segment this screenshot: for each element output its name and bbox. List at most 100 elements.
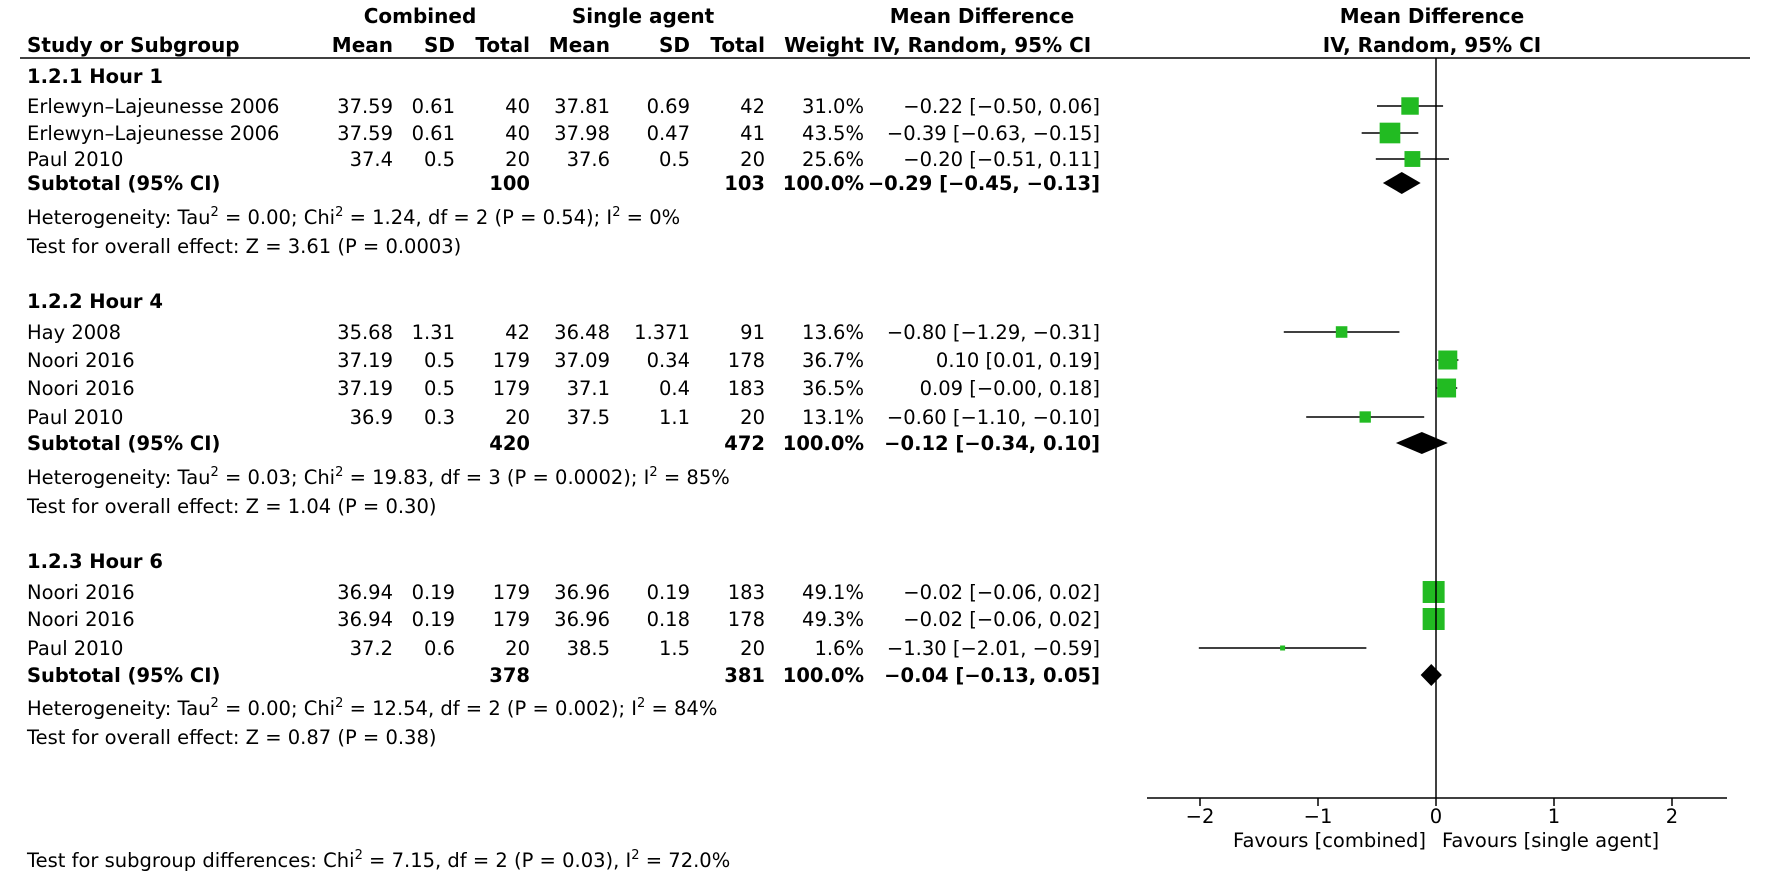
study-point-marker	[1422, 608, 1445, 630]
x-tick-label: 2	[1666, 805, 1678, 828]
header-weight: Weight	[784, 33, 864, 57]
mean-difference-ci: −0.02 [−0.06, 0.02]	[903, 581, 1100, 604]
combined-total: 179	[493, 349, 530, 372]
single-mean: 37.1	[567, 377, 610, 400]
plot-title: Mean Difference	[1340, 4, 1524, 28]
subtotal-weight: 100.0%	[783, 664, 864, 687]
combined-sd: 0.5	[424, 148, 455, 171]
study-name: Paul 2010	[27, 148, 123, 171]
single-mean: 36.96	[554, 581, 610, 604]
single-total: 20	[740, 637, 765, 660]
study-point-marker	[1335, 326, 1348, 338]
x-tick-label: −2	[1186, 805, 1215, 828]
mean-difference-ci: 0.09 [−0.00, 0.18]	[920, 377, 1100, 400]
single-sd: 1.5	[659, 637, 690, 660]
subtotal-combined-total: 378	[489, 664, 530, 687]
single-total: 41	[740, 122, 765, 145]
single-sd: 0.5	[659, 148, 690, 171]
combined-total: 179	[493, 377, 530, 400]
study-name: Noori 2016	[27, 377, 135, 400]
plot-subtitle: IV, Random, 95% CI	[1323, 33, 1541, 57]
subtotal-combined-total: 100	[489, 172, 530, 195]
subtotal-label: Subtotal (95% CI)	[27, 432, 220, 455]
study-name: Hay 2008	[27, 321, 121, 344]
single-mean: 37.5	[567, 406, 610, 429]
heterogeneity-text: Heterogeneity: Tau2 = 0.03; Chi2 = 19.83…	[27, 465, 730, 489]
favours-single-agent-label: Favours [single agent]	[1442, 829, 1659, 852]
combined-sd: 0.61	[412, 122, 455, 145]
header-single-total: Total	[710, 33, 765, 57]
study-point-marker	[1438, 350, 1458, 370]
header-combined-mean: Mean	[332, 33, 393, 57]
subtotal-diamond	[1420, 664, 1442, 686]
subtotal-label: Subtotal (95% CI)	[27, 664, 220, 687]
combined-sd: 0.19	[412, 608, 455, 631]
forest-plot: −2 −1 0 1 2 Favours [combined] Favours [single…	[1147, 58, 1727, 852]
subtotal-ci: −0.04 [−0.13, 0.05]	[884, 664, 1100, 687]
single-mean: 36.48	[554, 321, 610, 344]
combined-mean: 37.59	[337, 122, 393, 145]
overall-effect-text: Test for overall effect: Z = 0.87 (P = 0…	[26, 726, 436, 749]
favours-combined-label: Favours [combined]	[1233, 829, 1426, 852]
combined-sd: 0.61	[412, 95, 455, 118]
single-mean: 37.6	[567, 148, 610, 171]
heterogeneity-text: Heterogeneity: Tau2 = 0.00; Chi2 = 1.24,…	[27, 205, 680, 229]
combined-mean: 37.19	[337, 349, 393, 372]
subgroup-title: 1.2.2 Hour 4	[27, 290, 163, 313]
combined-total: 40	[505, 122, 530, 145]
single-total: 183	[728, 581, 765, 604]
combined-mean: 35.68	[337, 321, 393, 344]
study-name: Erlewyn–Lajeunesse 2006	[27, 122, 279, 145]
combined-sd: 0.19	[412, 581, 455, 604]
subtotal-combined-total: 420	[489, 432, 530, 455]
study-point-marker	[1422, 581, 1445, 603]
single-sd: 0.34	[647, 349, 690, 372]
weight-value: 31.0%	[802, 95, 864, 118]
study-point-marker	[1379, 122, 1401, 144]
subgroup-title: 1.2.1 Hour 1	[27, 65, 163, 88]
header-single-sd: SD	[659, 33, 690, 57]
mean-difference-ci: −0.39 [−0.63, −0.15]	[887, 122, 1100, 145]
subtotal-single-total: 472	[724, 432, 765, 455]
single-sd: 1.371	[634, 321, 690, 344]
single-sd: 0.19	[647, 581, 690, 604]
single-total: 42	[740, 95, 765, 118]
single-sd: 0.47	[647, 122, 690, 145]
subtotal-ci: −0.29 [−0.45, −0.13]	[868, 172, 1100, 195]
combined-total: 20	[505, 406, 530, 429]
single-mean: 37.81	[554, 95, 610, 118]
single-total: 91	[740, 321, 765, 344]
single-total: 178	[728, 349, 765, 372]
single-mean: 37.98	[554, 122, 610, 145]
subtotal-diamond	[1395, 432, 1448, 454]
study-name: Paul 2010	[27, 637, 123, 660]
combined-total: 40	[505, 95, 530, 118]
combined-total: 20	[505, 148, 530, 171]
weight-value: 36.7%	[802, 349, 864, 372]
weight-value: 49.3%	[802, 608, 864, 631]
subtotal-weight: 100.0%	[783, 172, 864, 195]
study-name: Erlewyn–Lajeunesse 2006	[27, 95, 279, 118]
combined-total: 20	[505, 637, 530, 660]
combined-mean: 37.2	[350, 637, 393, 660]
single-mean: 37.09	[554, 349, 610, 372]
mean-difference-ci: −0.22 [−0.50, 0.06]	[903, 95, 1100, 118]
single-total: 20	[740, 406, 765, 429]
weight-value: 25.6%	[802, 148, 864, 171]
combined-mean: 37.59	[337, 95, 393, 118]
header-single-agent: Single agent	[572, 4, 715, 28]
study-name: Noori 2016	[27, 349, 135, 372]
mean-difference-ci: −0.80 [−1.29, −0.31]	[887, 321, 1100, 344]
single-mean: 38.5	[567, 637, 610, 660]
weight-value: 43.5%	[802, 122, 864, 145]
weight-value: 49.1%	[802, 581, 864, 604]
subtotal-ci: −0.12 [−0.34, 0.10]	[884, 432, 1100, 455]
weight-value: 1.6%	[814, 637, 864, 660]
single-sd: 0.69	[647, 95, 690, 118]
heterogeneity-text: Heterogeneity: Tau2 = 0.00; Chi2 = 12.54…	[27, 696, 717, 720]
mean-difference-ci: −0.02 [−0.06, 0.02]	[903, 608, 1100, 631]
header-single-mean: Mean	[549, 33, 610, 57]
subtotal-single-total: 381	[724, 664, 765, 687]
combined-mean: 36.94	[337, 608, 393, 631]
